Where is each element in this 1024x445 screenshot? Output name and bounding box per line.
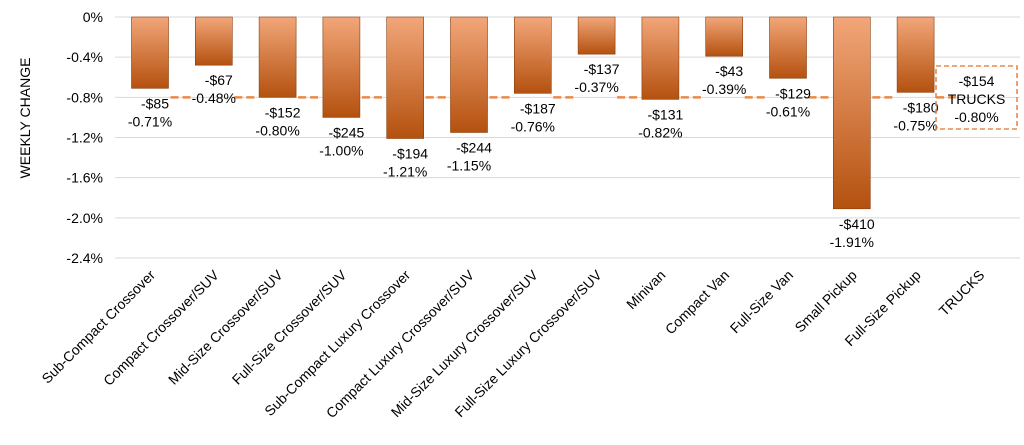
y-tick-label: -1.2%: [66, 130, 103, 146]
dollar-label: -$85: [141, 95, 169, 111]
percent-label: -0.82%: [638, 124, 682, 140]
y-axis-label: WEEKLY CHANGE: [17, 58, 33, 179]
percent-label: -0.48%: [192, 90, 236, 106]
dollar-label: -$245: [328, 124, 364, 140]
summary-box: -$154 TRUCKS -0.80%: [935, 65, 1018, 130]
category-label: Compact Van: [662, 267, 733, 338]
percent-label: -1.91%: [830, 234, 874, 250]
y-tick-label: -2.0%: [66, 210, 103, 226]
bar: [450, 16, 488, 133]
dollar-label: -$187: [520, 100, 556, 116]
summary-dollar-label: -$154: [959, 73, 995, 89]
summary-name-label: TRUCKS: [948, 91, 1006, 107]
category-label: Sub-Compact Crossover: [38, 267, 158, 387]
percent-label: -1.15%: [447, 157, 491, 173]
category-label: Compact Crossover/SUV: [100, 266, 222, 388]
bar: [896, 16, 935, 93]
bar: [131, 16, 169, 89]
y-tick-label: -2.4%: [66, 250, 103, 266]
y-tick-label: 0%: [83, 9, 103, 25]
dollar-label: -$194: [392, 146, 428, 162]
bar: [513, 16, 552, 94]
percent-label: -0.80%: [255, 122, 299, 138]
bar: [195, 16, 233, 66]
bar: [577, 16, 616, 55]
percent-label: -0.39%: [702, 81, 746, 97]
percent-label: -1.00%: [319, 142, 363, 158]
dollar-label: -$137: [584, 61, 620, 77]
summary-percent-label: -0.80%: [954, 109, 998, 125]
category-label: Minivan: [623, 267, 668, 312]
dollar-label: -$67: [205, 72, 233, 88]
bar: [832, 16, 871, 210]
summary-box-border: [935, 65, 1018, 130]
dollar-label: -$410: [839, 216, 875, 232]
y-tick-label: -0.8%: [66, 89, 103, 105]
category-label: TRUCKS: [936, 267, 988, 319]
dollar-label: -$244: [456, 139, 492, 155]
category-label: Full-Size Van: [727, 267, 796, 336]
percent-label: -0.71%: [128, 113, 172, 129]
percent-label: -0.61%: [766, 103, 810, 119]
percent-label: -1.21%: [383, 164, 427, 180]
dollar-label: -$43: [715, 63, 743, 79]
dollar-label: -$180: [903, 99, 939, 115]
y-axis-ticks: 0% -0.4% -0.8% -1.2% -1.6% -2.0% -2.4%: [66, 9, 103, 266]
dollar-label: -$152: [265, 104, 301, 120]
y-tick-label: -0.4%: [66, 49, 103, 65]
percent-label: -0.37%: [574, 79, 618, 95]
bar: [641, 16, 680, 100]
bar: [705, 16, 744, 57]
percent-label: -0.76%: [511, 118, 555, 134]
bar: [322, 16, 361, 118]
category-label: Small Pickup: [791, 267, 860, 336]
bar: [769, 16, 807, 79]
bars: [131, 16, 935, 210]
dollar-label: -$129: [775, 85, 811, 101]
bar: [258, 16, 297, 98]
percent-label: -0.75%: [893, 117, 937, 133]
data-labels: -$85 -0.71% -$67 -0.48% -$152 -0.80% -$245 -1.0…: [128, 61, 939, 250]
category-label: Mid-Size Crossover/SUV: [165, 266, 286, 387]
y-tick-label: -1.6%: [66, 170, 103, 186]
category-label: Full-Size Crossover/SUV: [229, 266, 350, 387]
bar: [386, 16, 425, 139]
dollar-label: -$131: [647, 106, 683, 122]
gridlines: [115, 16, 1020, 259]
